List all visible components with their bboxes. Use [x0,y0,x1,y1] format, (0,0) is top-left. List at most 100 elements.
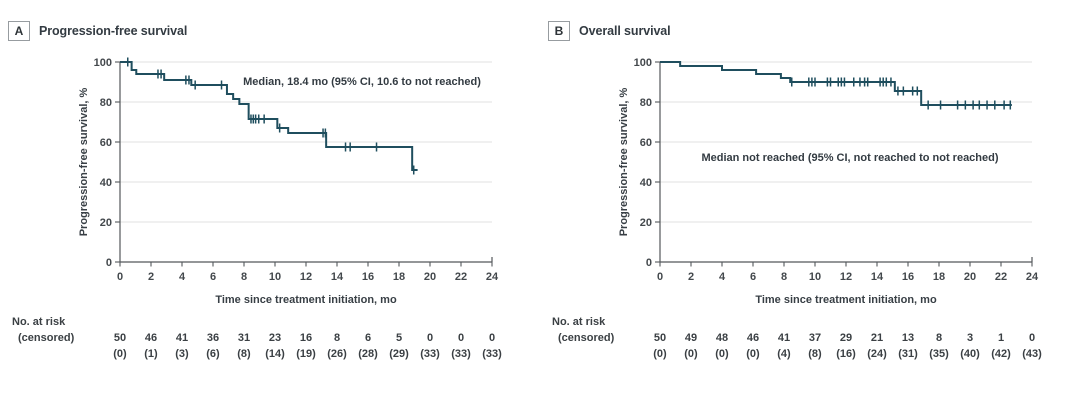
x-tick-label: 14 [871,271,884,283]
at-risk-count: 8 [936,332,942,344]
at-risk-count: 21 [871,332,883,344]
x-tick-label: 20 [964,271,976,283]
at-risk-count: 23 [269,332,281,344]
y-tick-label: 80 [100,97,112,109]
censored-count: (3) [175,348,189,360]
at-risk-count: 8 [334,332,340,344]
at-risk-count: 0 [427,332,433,344]
x-tick-label: 12 [840,271,852,283]
x-tick-label: 0 [117,271,123,283]
at-risk-count: 0 [489,332,495,344]
censored-label: (censored) [558,332,615,344]
at-risk-count: 41 [778,332,790,344]
x-tick-label: 24 [1026,271,1039,283]
x-tick-label: 22 [995,271,1007,283]
x-tick-label: 10 [809,271,821,283]
at-risk-count: 46 [747,332,759,344]
at-risk-count: 0 [1029,332,1035,344]
censored-count: (33) [482,348,502,360]
censored-count: (0) [746,348,760,360]
panel-b-header: B Overall survival [548,21,671,41]
panel-a: A Progression-free survival 0 20 40 60 80 100… [8,21,502,360]
at-risk-count: 29 [840,332,852,344]
x-tick-label: 16 [902,271,914,283]
x-tick-label: 4 [719,271,726,283]
at-risk-label: No. at risk [12,316,66,328]
censored-count: (1) [144,348,158,360]
at-risk-count: 41 [176,332,188,344]
at-risk-count: 0 [458,332,464,344]
panel-a-header: A Progression-free survival [8,21,187,41]
panel-b: B Overall survival 0 20 40 60 80 100 0 2 4 6 8 10 12… [540,0,1080,400]
median-annotation: Median not reached (95% CI, not reached … [701,152,998,164]
censored-count: (33) [420,348,440,360]
censored-label: (censored) [18,332,75,344]
censored-count: (8) [237,348,251,360]
at-risk-count: 37 [809,332,821,344]
censored-count: (14) [265,348,285,360]
x-tick-label: 18 [933,271,945,283]
y-tick-label: 20 [100,217,112,229]
y-tick-label: 60 [640,137,652,149]
km-curve [120,61,418,171]
y-tick-label: 60 [100,137,112,149]
censored-count: (0) [113,348,127,360]
x-axis-title: Time since treatment initiation, mo [755,294,937,306]
panel-b-title: Overall survival [579,24,671,38]
x-tick-label: 0 [657,271,663,283]
at-risk-count: 36 [207,332,219,344]
at-risk-count: 1 [998,332,1004,344]
y-tick-label: 100 [634,57,652,69]
x-tick-label: 4 [179,271,186,283]
at-risk-count: 5 [396,332,402,344]
at-risk-count: 46 [145,332,157,344]
at-risk-count: 50 [114,332,126,344]
censored-count: (42) [991,348,1011,360]
x-tick-label: 2 [148,271,154,283]
median-annotation: Median, 18.4 mo (95% CI, 10.6 to not rea… [243,76,481,88]
censored-count: (40) [960,348,980,360]
y-tick-label: 40 [100,177,112,189]
at-risk-count: 31 [238,332,250,344]
y-axis-title: Progression-free survival, % [618,88,630,237]
censored-count: (0) [715,348,729,360]
at-risk-count: 48 [716,332,728,344]
y-tick-label: 0 [646,257,652,269]
y-tick-label: 80 [640,97,652,109]
censored-count: (28) [358,348,378,360]
x-tick-label: 22 [455,271,467,283]
censored-count: (35) [929,348,949,360]
at-risk-count: 50 [654,332,666,344]
censored-count: (16) [836,348,856,360]
censored-count: (26) [327,348,347,360]
y-tick-label: 0 [106,257,112,269]
censored-count: (29) [389,348,409,360]
x-tick-label: 14 [331,271,344,283]
censored-count: (43) [1022,348,1042,360]
x-tick-label: 2 [688,271,694,283]
censored-count: (19) [296,348,316,360]
y-tick-label: 40 [640,177,652,189]
censored-count: (0) [684,348,698,360]
at-risk-label: No. at risk [552,316,606,328]
x-tick-label: 8 [781,271,787,283]
x-tick-label: 24 [486,271,499,283]
x-tick-label: 16 [362,271,374,283]
x-tick-label: 18 [393,271,405,283]
y-tick-label: 20 [640,217,652,229]
censored-count: (0) [653,348,667,360]
censored-count: (24) [867,348,887,360]
y-tick-label: 100 [94,57,112,69]
y-axis-title: Progression-free survival, % [78,88,90,237]
censored-count: (31) [898,348,918,360]
panel-a-title: Progression-free survival [39,24,188,38]
censored-count: (8) [808,348,822,360]
at-risk-count: 49 [685,332,697,344]
x-axis-title: Time since treatment initiation, mo [215,294,397,306]
at-risk-count: 6 [365,332,371,344]
at-risk-count: 3 [967,332,973,344]
km-curve [660,61,1012,106]
